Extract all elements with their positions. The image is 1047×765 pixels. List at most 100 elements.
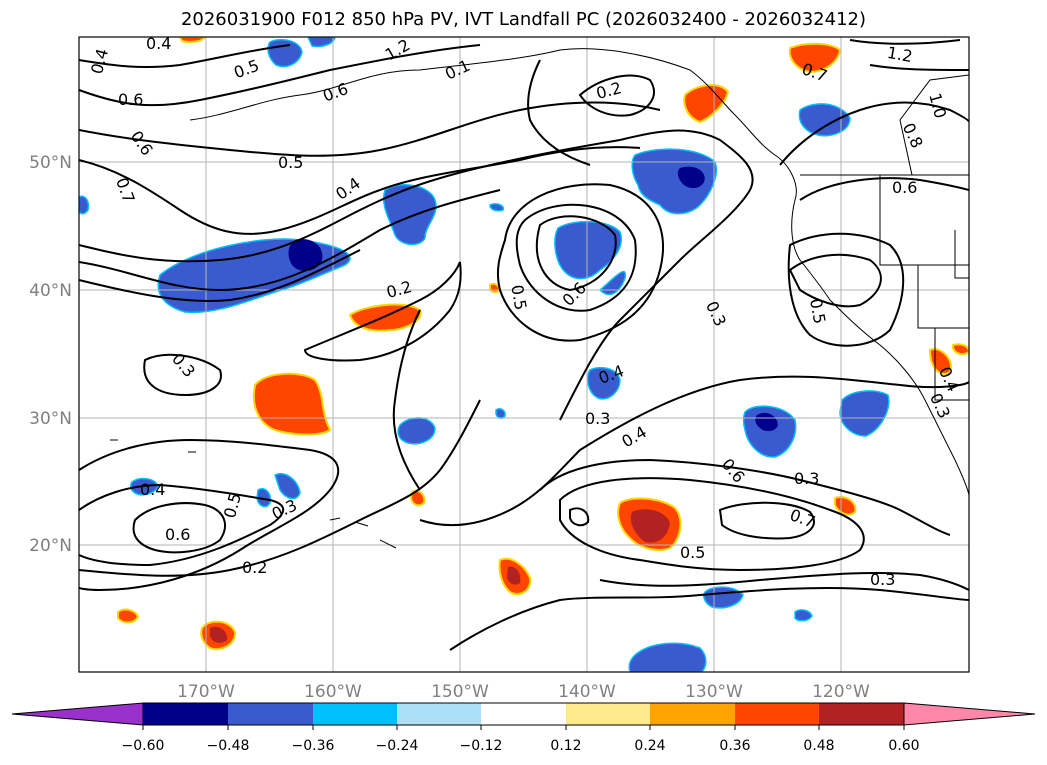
north-america-coastline (189, 48, 969, 496)
contour-label: 0.3 (269, 495, 300, 523)
colorbar-tick-label: −0.60 (122, 738, 165, 754)
pv-negative-region (383, 184, 437, 246)
pv-negative-region (598, 270, 627, 296)
latitude-labels: 50°N 40°N 30°N 20°N (29, 153, 72, 556)
colorbar-segment (650, 703, 735, 725)
contour-label: 0.7 (112, 175, 139, 205)
pv-negative-region (703, 586, 744, 609)
contour-line (788, 253, 882, 308)
colorbar-tick-label: −0.36 (292, 738, 335, 754)
contour-line (849, 39, 969, 71)
pv-negative-region (489, 203, 505, 212)
colorbar-ticks (142, 725, 905, 730)
pv-negative-region (839, 390, 890, 437)
colorbar-segment (566, 703, 650, 725)
contour-line (79, 44, 291, 69)
contour-label: 0.4 (596, 361, 626, 388)
colorbar-tick-label: −0.48 (207, 738, 250, 754)
pv-positive-region (788, 42, 842, 74)
contour-label: 0.6 (118, 90, 143, 109)
contour-label: 0.4 (140, 480, 165, 499)
contour-label: 0.3 (926, 390, 954, 421)
contour-line (787, 232, 905, 347)
contour-label: 1.2 (886, 43, 914, 66)
pv-positive-region (952, 343, 969, 356)
contour-label: 0.1 (442, 56, 473, 84)
state-border (954, 230, 969, 279)
contour-line (419, 375, 969, 527)
pv-negative-core (755, 412, 778, 432)
contour-line (496, 183, 664, 342)
contour-line (79, 483, 285, 567)
contour-line (79, 399, 481, 577)
contour-line (569, 507, 590, 527)
contour-label: 0.5 (220, 491, 245, 521)
pv-negative-region (267, 39, 303, 68)
colorbar-tick-label: 0.60 (888, 738, 919, 754)
contour-label: 0.5 (231, 56, 261, 83)
pv-negative-core (677, 166, 705, 189)
colorbar-segment (397, 703, 481, 725)
colorbar-segment (313, 703, 397, 725)
contour-line (515, 203, 637, 312)
contour-line (527, 59, 591, 166)
longitude-labels: 170°W 160°W 150°W 140°W 130°W 120°W (177, 682, 870, 702)
pv-negative-region (628, 642, 707, 672)
contour-label: 0.6 (320, 79, 350, 106)
contour-line (79, 249, 361, 302)
pv-positive-region (252, 372, 332, 436)
contour-label: 0.4 (146, 34, 171, 53)
contour-label: 0.4 (87, 47, 112, 77)
contour-line (559, 477, 865, 572)
contour-label: 0.8 (899, 120, 927, 151)
colorbar-tick-label: 0.12 (550, 738, 581, 754)
pv-negative-region (794, 609, 813, 622)
state-border (934, 328, 969, 401)
pv-negative-region (631, 148, 717, 215)
lon-label: 150°W (431, 682, 489, 702)
contour-line (79, 101, 661, 157)
state-border (917, 265, 969, 329)
pv-negative-region (79, 195, 90, 215)
pv-positive-region (117, 608, 140, 624)
lat-label: 30°N (29, 409, 72, 429)
colorbar-segment (735, 703, 819, 725)
coastlines (110, 48, 969, 549)
contour-label: 0.6 (718, 455, 749, 487)
pv-negative-region (495, 408, 506, 419)
contour-line (599, 571, 969, 591)
province-border (899, 74, 969, 176)
contour-line (718, 501, 815, 540)
pv-positive-region (683, 84, 730, 124)
colorbar-segment (481, 703, 566, 725)
pv-positive-region (489, 282, 501, 294)
contour-label: 0.2 (594, 78, 624, 103)
contour-line (535, 215, 617, 292)
contour-label: 0.3 (585, 409, 610, 428)
pv-contours (79, 39, 969, 651)
colorbar-tick-label: 0.36 (719, 738, 750, 754)
contour-line (303, 261, 462, 362)
colorbar-frame (142, 702, 905, 726)
lat-label: 40°N (29, 281, 72, 301)
colorbar-tick-label: 0.48 (803, 738, 834, 754)
contour-line (449, 586, 969, 651)
lon-label: 130°W (685, 682, 743, 702)
pv-negative-region (274, 473, 301, 500)
contour-line (779, 101, 969, 166)
contour-line (79, 139, 621, 263)
pv-negative-region (397, 417, 436, 445)
pv-negative-region (307, 37, 336, 48)
colorbar-tick-label: −0.24 (376, 738, 419, 754)
pv-negative-region (256, 488, 272, 508)
contour-label: 0.6 (559, 278, 590, 309)
pv-negative-region (798, 103, 851, 137)
map-title: 2026031900 F012 850 hPa PV, IVT Landfall… (180, 9, 867, 30)
contour-label: 1.0 (925, 91, 950, 121)
contour-label: 0.5 (680, 543, 705, 562)
colorbar-segment (143, 703, 228, 725)
pv-positive-region (178, 37, 207, 43)
contour-line (392, 309, 421, 491)
pv-positive-core (507, 566, 521, 585)
lon-label: 140°W (558, 682, 616, 702)
